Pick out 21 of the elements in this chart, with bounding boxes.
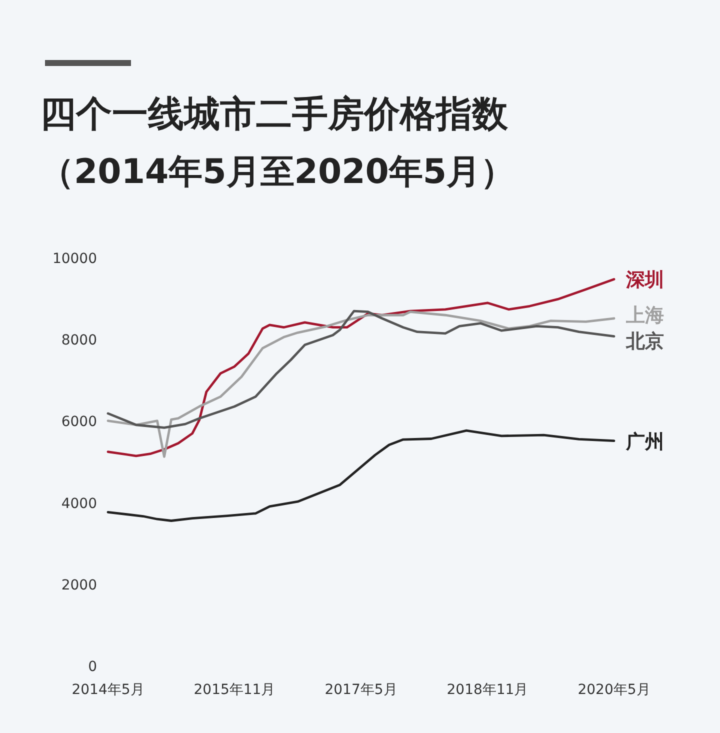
series-label: 深圳 [625,269,664,292]
series-label: 北京 [625,330,664,352]
x-tick-label: 2020年5月 [578,682,650,698]
line-series [106,310,616,458]
x-tick-label: 2014年5月 [72,682,144,698]
chart-title: 四个一线城市二手房价格指数 [40,94,509,135]
y-tick-label: 2000 [61,577,97,594]
series-label: 广州 [625,430,664,453]
y-tick-label: 8000 [61,332,97,349]
y-tick-label: 10000 [52,251,97,267]
y-tick-label: 0 [88,659,97,675]
line-series [106,310,616,429]
line-series [106,429,616,522]
y-tick-label: 4000 [61,496,97,512]
line-series [106,278,616,458]
series-label: 上海 [625,304,664,326]
x-tick-label: 2017年5月 [324,682,398,698]
x-tick-label: 2018年11月 [446,682,528,698]
x-tick-label: 2015年11月 [194,682,276,698]
y-tick-label: 6000 [61,414,97,430]
chart-subtitle: （2014年5月至2020年5月） [40,152,515,192]
